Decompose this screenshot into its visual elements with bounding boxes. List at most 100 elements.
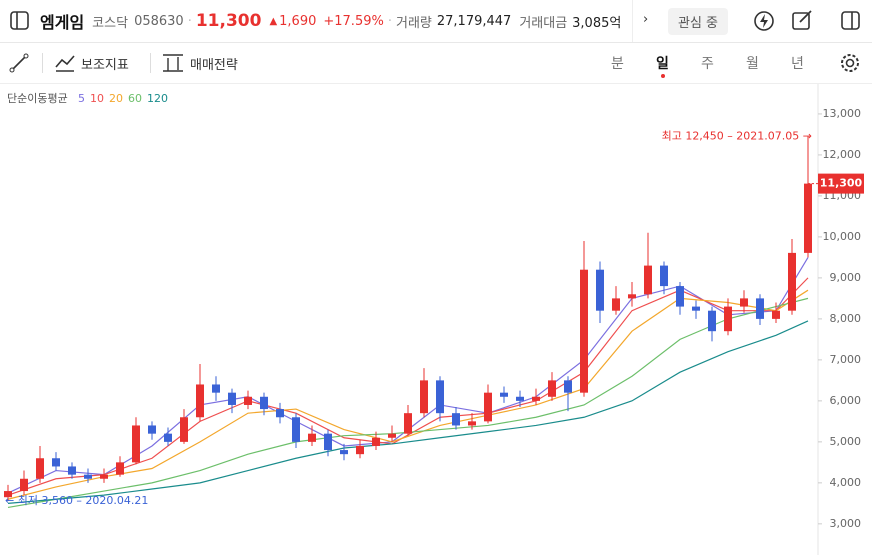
period-tab[interactable]: 일 [656,56,669,72]
panel-icon[interactable] [838,8,864,34]
candle-body [548,380,556,397]
price: 11,300 [195,11,262,31]
divider [42,53,43,73]
candle-body [36,458,44,479]
candle-body [708,310,716,332]
candle-body [84,474,92,479]
candle-body [596,269,604,311]
candle-body [116,462,124,475]
candle-body [420,380,428,414]
last-price-label: 11,300 [820,177,863,190]
edit-icon[interactable] [789,8,815,34]
ma-legend-entry: 60 [128,92,142,105]
ma-line [7,277,809,496]
more-arrow[interactable]: › [643,12,649,27]
candle-body [308,433,316,442]
divider [150,53,151,73]
period-tab[interactable]: 년 [791,56,804,72]
candle-body [500,392,508,397]
settings-icon[interactable] [838,51,862,75]
indicator-icon[interactable] [54,53,76,73]
separator: · [387,13,392,29]
candle-body [196,384,204,418]
market: 코스닥 [92,15,129,31]
candle-body [276,409,284,418]
indicator-button[interactable]: 보조지표 [81,58,129,73]
ma-legend-title: 단순이동평균 [7,92,68,105]
sidebar-icon[interactable] [0,0,40,42]
candle-body [4,491,12,498]
ma-line [7,320,809,504]
candle-body [372,437,380,446]
ma-legend-entry: 120 [147,92,168,105]
candle-body [516,396,524,401]
candle-body [532,396,540,401]
candle-body [676,286,684,307]
candle-body [628,294,636,299]
y-tick-label: 7,000 [830,353,862,366]
candle-body [484,392,492,422]
ma-legend-entry: 10 [90,92,104,105]
up-triangle: ▲ [269,15,278,27]
ma-line [7,297,809,509]
annotation: 최고 12,450 – 2021.07.05 → [662,129,812,142]
watch-button[interactable]: 관심 중 [668,8,729,35]
y-tick-label: 3,000 [830,517,862,530]
y-tick-label: 6,000 [830,394,862,407]
candle-body [180,417,188,442]
candle-body [724,306,732,332]
candle-body [436,380,444,414]
candle-body [324,433,332,451]
candle-body [20,478,28,492]
volume: 27,179,447 [436,13,512,29]
candle-body [452,413,460,426]
rate: +17.59% [323,13,384,29]
candle-body [404,413,412,434]
stock-name: 엠게임 [40,13,85,32]
ma-line [7,257,809,494]
candle-body [244,396,252,405]
volume-label: 거래량 [395,15,432,31]
candle-body [660,265,668,287]
amount-label: 거래대금 [519,15,568,31]
ma-legend-entry: 20 [109,92,123,105]
candle-body [468,421,476,426]
y-tick-label: 12,000 [823,148,862,161]
candle-body [772,310,780,319]
strategy-icon[interactable] [161,53,185,73]
ma-legend-entry: 5 [78,92,85,105]
chart: 단순이동평균 5 10 20 60 120 3,000 4,000 5,000 6,000 7,0… [4,84,864,555]
candle-body [644,265,652,295]
y-tick-label: 10,000 [823,230,862,243]
y-tick-label: 5,000 [830,435,862,448]
candle-body [788,252,796,311]
y-tick-label: 4,000 [830,476,862,489]
header-actions: › 관심 중 [632,0,872,42]
flash-icon[interactable] [751,8,777,34]
draw-icon[interactable] [8,52,30,74]
code: 058630 [134,13,184,29]
candle-body [612,298,620,311]
candle-body [740,298,748,307]
strategy-button[interactable]: 매매전략 [190,58,238,73]
header: 엠게임 코스닥 058630 · 11,300 ▲ 1,690 +17.59% … [0,0,872,43]
last-price-tag [818,173,864,194]
annotation: ← 최저 3,560 – 2020.04.21 [5,494,148,507]
candle-body [228,392,236,405]
period-tab[interactable]: 월 [746,56,759,72]
candle-body [132,425,140,463]
candle-body [580,269,588,393]
amount: 3,085억 [572,15,621,31]
y-tick-label: 9,000 [830,271,862,284]
candle-body [260,396,268,410]
period-tab[interactable]: 주 [701,56,714,72]
candle-body [292,417,300,442]
candle-body [100,474,108,479]
toolbar: 보조지표 매매전략 분 일 주 월 년 [0,43,872,84]
period-tab[interactable]: 분 [611,56,624,72]
ma-line [7,289,809,500]
candle-body [340,450,348,455]
candle-body [212,384,220,393]
y-tick-label: 13,000 [823,107,862,120]
